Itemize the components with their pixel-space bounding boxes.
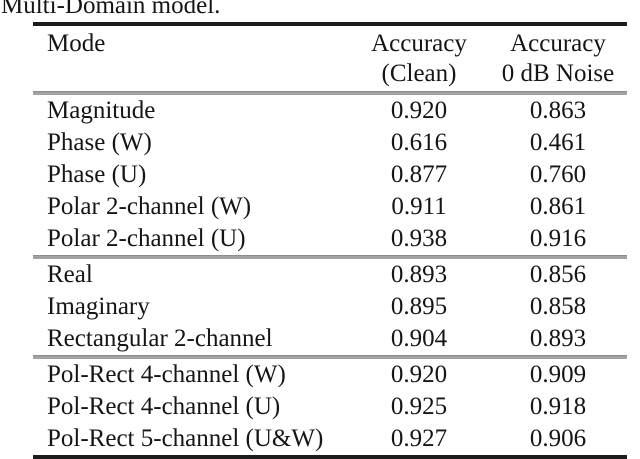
accuracy-clean-cell: 0.904 (390, 325, 448, 352)
accuracy-noise-cell: 0.893 (529, 325, 587, 352)
accuracy-clean-cell: 0.877 (390, 161, 448, 188)
table-row: Polar 2-channel (U) 0.938 0.916 (33, 223, 627, 255)
mode-cell: Polar 2-channel (U) (47, 225, 246, 252)
section-divider (33, 255, 627, 259)
table-row: Pol-Rect 4-channel (W) 0.920 0.909 (33, 359, 627, 391)
accuracy-noise-cell: 0.461 (529, 129, 587, 156)
table-row: Phase (W) 0.616 0.461 (33, 127, 627, 159)
table-row: Phase (U) 0.877 0.760 (33, 159, 627, 191)
results-table: Mode Accuracy (Clean) Accuracy 0 dB Nois… (33, 22, 627, 459)
accuracy-noise-cell: 0.863 (529, 97, 587, 124)
header-mode: Mode (47, 30, 106, 57)
mode-cell: Pol-Rect 5-channel (U&W) (47, 425, 324, 452)
header-accuracy-clean-line2: (Clean) (381, 60, 457, 87)
mode-cell: Magnitude (47, 97, 156, 124)
accuracy-noise-cell: 0.916 (529, 225, 587, 252)
accuracy-noise-cell: 0.906 (529, 425, 587, 452)
header-accuracy-noise-line2: 0 dB Noise (501, 60, 615, 87)
accuracy-clean-cell: 0.920 (390, 361, 448, 388)
accuracy-noise-cell: 0.861 (529, 193, 587, 220)
accuracy-noise-cell: 0.909 (529, 361, 587, 388)
accuracy-noise-cell: 0.918 (529, 393, 587, 420)
table-row: Magnitude 0.920 0.863 (33, 95, 627, 127)
accuracy-clean-cell: 0.616 (390, 129, 448, 156)
header-divider (33, 91, 627, 95)
accuracy-noise-cell: 0.858 (529, 293, 587, 320)
table-row: Rectangular 2-channel 0.904 0.893 (33, 323, 627, 355)
accuracy-clean-cell: 0.893 (390, 261, 448, 288)
table-row: Pol-Rect 5-channel (U&W) 0.927 0.906 (33, 423, 627, 455)
table-row: Pol-Rect 4-channel (U) 0.925 0.918 (33, 391, 627, 423)
table-row: Imaginary 0.895 0.858 (33, 291, 627, 323)
accuracy-clean-cell: 0.911 (391, 193, 447, 220)
mode-cell: Rectangular 2-channel (47, 325, 273, 352)
accuracy-clean-cell: 0.938 (390, 225, 448, 252)
accuracy-clean-cell: 0.927 (390, 425, 448, 452)
accuracy-noise-cell: 0.856 (529, 261, 587, 288)
accuracy-clean-cell: 0.895 (390, 293, 448, 320)
mode-cell: Pol-Rect 4-channel (U) (47, 393, 281, 420)
table-row: Real 0.893 0.856 (33, 259, 627, 291)
mode-cell: Polar 2-channel (W) (47, 193, 252, 220)
table-caption: Multi-Domain model. (1, 0, 221, 19)
top-rule (33, 22, 627, 26)
table-row: Polar 2-channel (W) 0.911 0.861 (33, 191, 627, 223)
header-accuracy-clean-line1: Accuracy (371, 30, 467, 57)
header-accuracy-clean: Accuracy (Clean) (349, 29, 489, 89)
section-divider (33, 355, 627, 359)
mode-cell: Pol-Rect 4-channel (W) (47, 361, 286, 388)
header-accuracy-noise: Accuracy 0 dB Noise (489, 29, 627, 89)
accuracy-clean-cell: 0.925 (390, 393, 448, 420)
mode-cell: Imaginary (47, 293, 150, 320)
accuracy-noise-cell: 0.760 (529, 161, 587, 188)
bottom-rule (33, 455, 627, 459)
mode-cell: Phase (W) (47, 129, 152, 156)
mode-cell: Real (47, 261, 93, 288)
header-accuracy-noise-line1: Accuracy (510, 30, 606, 57)
accuracy-clean-cell: 0.920 (390, 97, 448, 124)
table-header-row: Mode Accuracy (Clean) Accuracy 0 dB Nois… (33, 26, 627, 91)
mode-cell: Phase (U) (47, 161, 147, 188)
